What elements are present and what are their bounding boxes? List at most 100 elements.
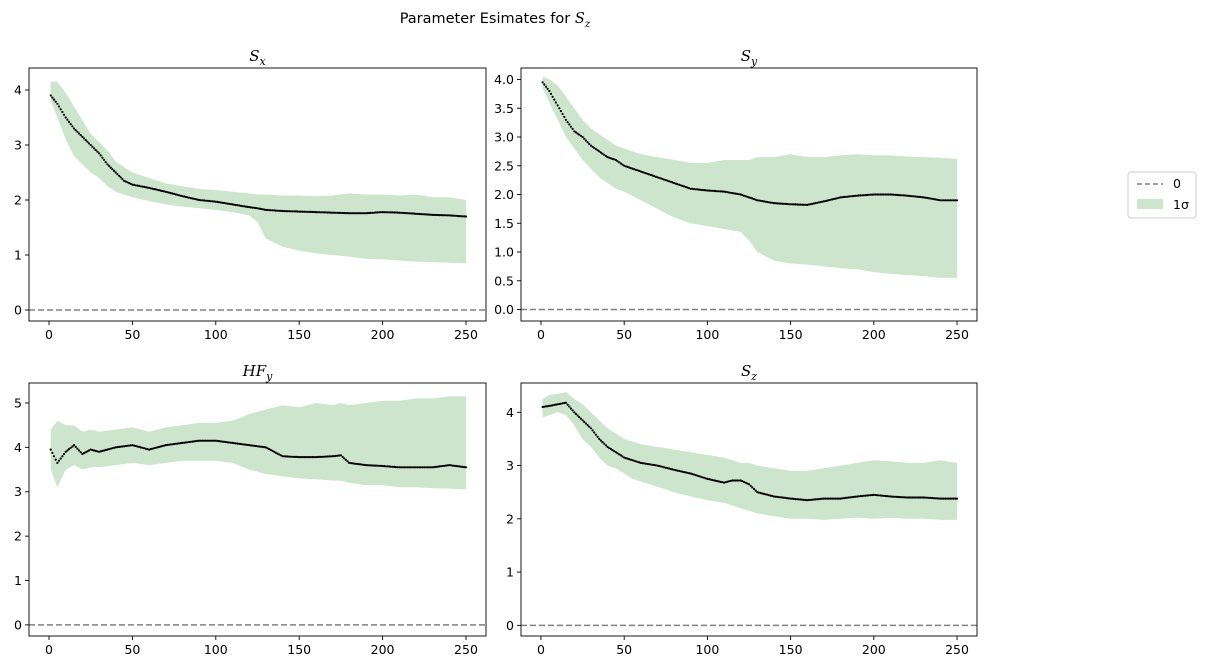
estimate-point bbox=[934, 497, 937, 500]
estimate-point bbox=[286, 210, 289, 213]
estimate-point bbox=[404, 212, 407, 215]
estimate-point bbox=[396, 466, 399, 469]
estimate-point bbox=[701, 188, 704, 192]
estimate-point bbox=[867, 193, 870, 196]
estimate-point bbox=[188, 440, 191, 444]
estimate-point bbox=[636, 169, 639, 172]
estimate-point bbox=[126, 181, 129, 184]
estimate-point bbox=[409, 466, 412, 469]
estimate-point bbox=[919, 496, 922, 499]
estimate-point bbox=[709, 478, 712, 481]
estimate-point bbox=[359, 212, 362, 215]
estimate-point bbox=[153, 447, 156, 450]
estimate-point bbox=[346, 212, 349, 215]
estimate-point bbox=[106, 448, 109, 451]
estimate-point bbox=[371, 464, 374, 467]
estimate-point bbox=[866, 494, 869, 497]
estimate-point bbox=[902, 194, 905, 197]
estimate-point bbox=[386, 465, 389, 468]
estimate-point bbox=[101, 449, 104, 452]
x-tick-label: 0 bbox=[45, 327, 53, 342]
x-tick-label: 250 bbox=[945, 642, 969, 657]
estimate-point bbox=[792, 497, 796, 500]
estimate-point bbox=[581, 135, 584, 139]
estimate-point bbox=[834, 197, 837, 200]
estimate-point bbox=[71, 125, 74, 128]
estimate-point bbox=[599, 439, 603, 442]
estimate-point bbox=[644, 172, 647, 175]
estimate-point bbox=[914, 496, 917, 499]
estimate-point bbox=[193, 197, 196, 200]
estimate-point bbox=[701, 476, 704, 479]
estimate-point bbox=[583, 137, 586, 140]
estimate-point bbox=[81, 135, 84, 138]
estimate-point bbox=[759, 199, 762, 202]
estimate-point bbox=[816, 498, 819, 501]
estimate-point bbox=[619, 162, 623, 165]
estimate-point bbox=[691, 187, 694, 190]
y-tick-label: 2.5 bbox=[494, 158, 514, 173]
estimate-point bbox=[203, 199, 206, 202]
estimate-point bbox=[861, 194, 864, 197]
estimate-point bbox=[198, 198, 201, 202]
x-tick-label: 150 bbox=[287, 327, 311, 342]
x-tick-label: 50 bbox=[124, 642, 140, 657]
estimate-point bbox=[932, 198, 935, 201]
estimate-point bbox=[176, 193, 179, 196]
estimate-point bbox=[926, 496, 929, 499]
estimate-point bbox=[236, 442, 239, 445]
estimate-point bbox=[593, 146, 596, 149]
estimate-point bbox=[588, 142, 591, 145]
estimate-point bbox=[186, 196, 189, 199]
x-tick-label: 250 bbox=[454, 327, 478, 342]
estimate-point bbox=[318, 455, 321, 458]
estimate-point bbox=[384, 211, 387, 214]
estimate-point bbox=[927, 197, 930, 200]
estimate-point bbox=[284, 210, 287, 213]
estimate-point bbox=[328, 455, 331, 458]
estimate-point bbox=[423, 466, 426, 469]
y-tick-label: 3 bbox=[14, 138, 22, 153]
estimate-point bbox=[259, 207, 262, 210]
estimate-point bbox=[741, 194, 744, 197]
estimate-point bbox=[458, 215, 461, 218]
estimate-point bbox=[579, 417, 583, 420]
estimate-point bbox=[453, 214, 456, 217]
estimate-point bbox=[932, 497, 935, 500]
estimate-point bbox=[616, 452, 619, 455]
estimate-point bbox=[749, 484, 752, 487]
estimate-point bbox=[681, 470, 684, 473]
subplot-sy: 0 50 100 150 200 250 0.0 0.5 1.0 1.5 2.0 2.5 3.0 3.5 4… bbox=[494, 47, 978, 342]
estimate-point bbox=[611, 157, 614, 160]
estimate-point bbox=[742, 194, 746, 197]
estimate-point bbox=[807, 203, 811, 206]
estimate-point bbox=[719, 480, 722, 483]
estimate-point bbox=[764, 200, 767, 203]
estimate-point bbox=[831, 198, 834, 201]
estimate-point bbox=[613, 158, 616, 161]
x-tick-label: 150 bbox=[779, 642, 803, 657]
estimate-point bbox=[852, 194, 855, 198]
estimate-point bbox=[653, 463, 656, 467]
estimate-point bbox=[151, 447, 154, 450]
estimate-point bbox=[389, 465, 392, 468]
legend-label-sigma: 1σ bbox=[1173, 197, 1189, 212]
estimate-point bbox=[271, 449, 274, 452]
estimate-point bbox=[228, 202, 231, 205]
estimate-point bbox=[786, 202, 789, 206]
estimate-point bbox=[618, 161, 621, 164]
estimate-point bbox=[641, 462, 644, 465]
estimate-point bbox=[338, 454, 341, 457]
estimate-point bbox=[688, 472, 691, 475]
estimate-point bbox=[314, 456, 317, 459]
estimate-point bbox=[128, 444, 131, 447]
estimate-point bbox=[66, 118, 69, 121]
estimate-point bbox=[716, 190, 719, 193]
estimate-point bbox=[829, 198, 832, 201]
estimate-point bbox=[901, 194, 904, 197]
estimate-point bbox=[186, 441, 189, 444]
estimate-point bbox=[584, 422, 588, 425]
estimate-point bbox=[952, 497, 955, 500]
estimate-point bbox=[459, 465, 463, 468]
estimate-point bbox=[324, 455, 327, 458]
